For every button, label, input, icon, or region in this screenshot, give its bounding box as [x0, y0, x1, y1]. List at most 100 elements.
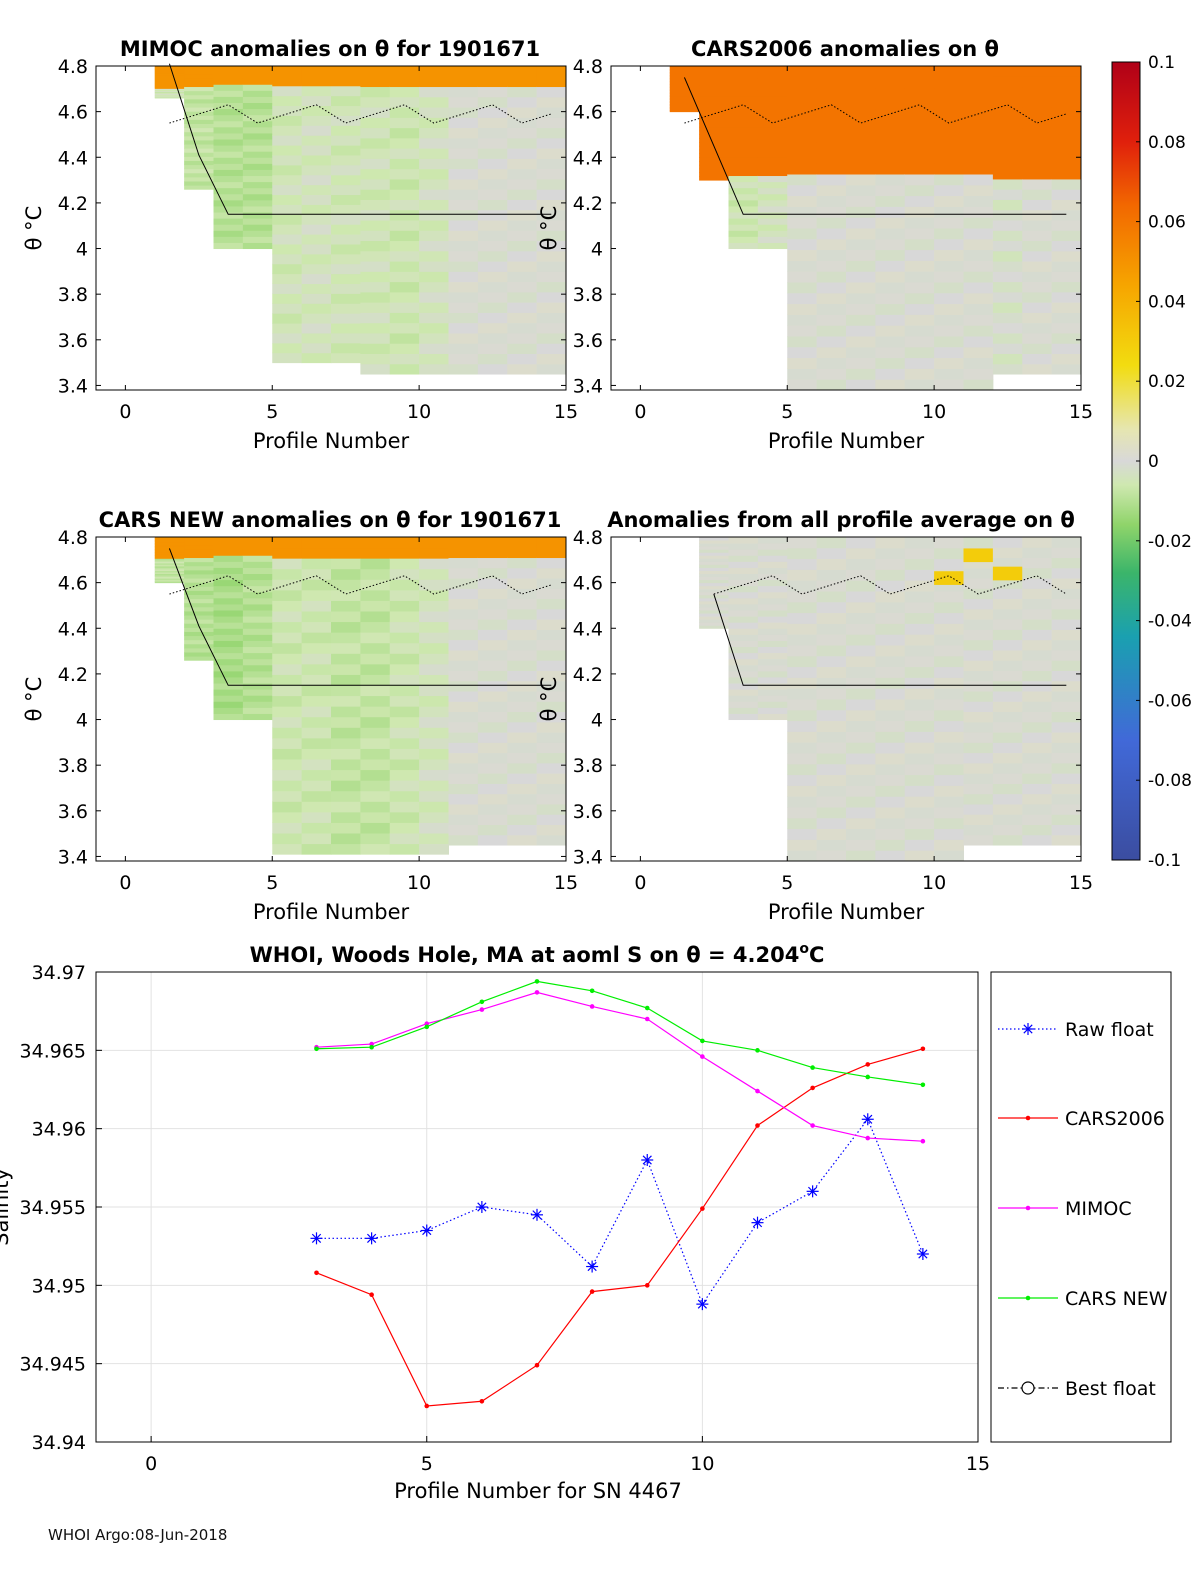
heatmap-cell: [536, 578, 567, 589]
heatmap-cell: [699, 111, 729, 116]
heatmap-cell: [1051, 711, 1082, 723]
heatmap-cell: [536, 660, 567, 671]
heatmap-cell: [904, 774, 935, 786]
heatmap-cell: [331, 737, 361, 749]
heatmap-cell: [448, 107, 479, 118]
y-tick-label: 3.6: [573, 330, 603, 352]
heatmap-cell: [787, 346, 818, 359]
heatmap-cell: [728, 78, 759, 85]
heatmap-cell: [1022, 220, 1053, 231]
heatmap-cell: [389, 178, 420, 190]
heatmap-cell: [213, 597, 244, 605]
heatmap-cell: [787, 537, 818, 549]
heatmap-cell: [963, 619, 994, 630]
heatmap-cell: [904, 228, 935, 240]
heatmap-cell: [448, 639, 479, 651]
heatmap-cell: [360, 811, 391, 823]
heatmap-cell: [389, 632, 420, 644]
heatmap-cell: [360, 822, 391, 834]
heatmap-cell: [934, 195, 964, 207]
heatmap-cell: [301, 313, 332, 324]
heatmap-cell: [272, 214, 303, 225]
heatmap-cell: [242, 543, 273, 550]
heatmap-cell: [1022, 834, 1053, 846]
heatmap-cell: [213, 579, 244, 587]
heatmap-cell: [301, 145, 332, 156]
heatmap-cell: [154, 72, 185, 74]
heatmap-cell: [699, 600, 729, 605]
heatmap-cell: [477, 250, 508, 262]
heatmap-cell: [419, 189, 449, 200]
heatmap-cell: [507, 680, 538, 692]
heatmap-cell: [360, 568, 391, 580]
heatmap-cell: [507, 547, 538, 559]
heatmap-cell: [875, 763, 906, 776]
heatmap-cell: [360, 86, 391, 98]
heatmap-cell: [934, 601, 964, 614]
heatmap-cell: [728, 640, 759, 648]
heatmap-cell: [757, 181, 788, 189]
heatmap-cell: [242, 151, 273, 158]
heatmap-cell: [992, 680, 1023, 692]
heatmap-cell: [1022, 803, 1053, 815]
heatmap-cell: [699, 66, 729, 71]
heatmap-cell: [301, 323, 332, 334]
heatmap-cell: [992, 639, 1023, 651]
heatmap-cell: [963, 834, 994, 846]
heatmap-cell: [669, 69, 700, 72]
heatmap-cell: [301, 727, 332, 739]
heatmap-cell: [331, 303, 361, 314]
heatmap-cell: [875, 217, 906, 229]
heatmap-cell: [904, 174, 935, 186]
heatmap-cell: [448, 209, 479, 221]
heatmap-cell: [184, 565, 214, 571]
y-tick-label: 34.955: [20, 1197, 86, 1219]
heatmap-cell: [389, 843, 420, 855]
heatmap-cell: [875, 271, 906, 283]
heatmap-cell: [846, 206, 876, 218]
heatmap-cell: [787, 666, 818, 678]
heatmap-cell: [1051, 742, 1082, 754]
heatmap-cell: [389, 66, 420, 77]
heatmap-cell: [757, 579, 788, 587]
heatmap-cell: [934, 346, 964, 359]
heatmap-cell: [963, 732, 994, 743]
heatmap-cell: [389, 621, 420, 633]
heatmap-cell: [992, 814, 1023, 825]
heatmap-cell: [1051, 619, 1082, 630]
heatmap-cell: [448, 711, 479, 723]
heatmap-cell: [757, 132, 788, 140]
heatmap-cell: [757, 676, 788, 684]
heatmap-cell: [154, 565, 185, 568]
heatmap-cell: [331, 558, 361, 570]
heatmap-cell: [301, 342, 332, 354]
heatmap-cell: [536, 158, 567, 170]
heatmap-cell: [1022, 107, 1053, 118]
heatmap-cell: [728, 646, 759, 654]
heatmap-cell: [272, 75, 303, 87]
heatmap-cell: [184, 594, 214, 600]
heatmap-cell: [757, 193, 788, 201]
heatmap-cell: [360, 663, 391, 675]
heatmap-cell: [536, 629, 567, 641]
heatmap-cell: [360, 780, 391, 792]
heatmap-cell: [184, 545, 214, 550]
heatmap-cell: [301, 589, 332, 601]
heatmap-cell: [301, 621, 332, 633]
heatmap-cell: [904, 720, 935, 732]
heatmap-cell: [242, 157, 273, 164]
heatmap-cell: [757, 628, 788, 635]
x-axis-label: Profile Number: [253, 429, 410, 453]
heatmap-cell: [507, 711, 538, 723]
heatmap-cell: [213, 537, 244, 544]
heatmap-cell: [272, 621, 303, 633]
heatmap-cell: [934, 753, 964, 765]
heatmap-cell: [728, 676, 759, 684]
heatmap-cell: [816, 774, 847, 786]
heatmap-cell: [787, 260, 818, 272]
heatmap-cell: [992, 261, 1023, 272]
heatmap-cell: [875, 720, 906, 732]
heatmap-cell: [699, 126, 729, 132]
heatmap-cell: [301, 164, 332, 176]
